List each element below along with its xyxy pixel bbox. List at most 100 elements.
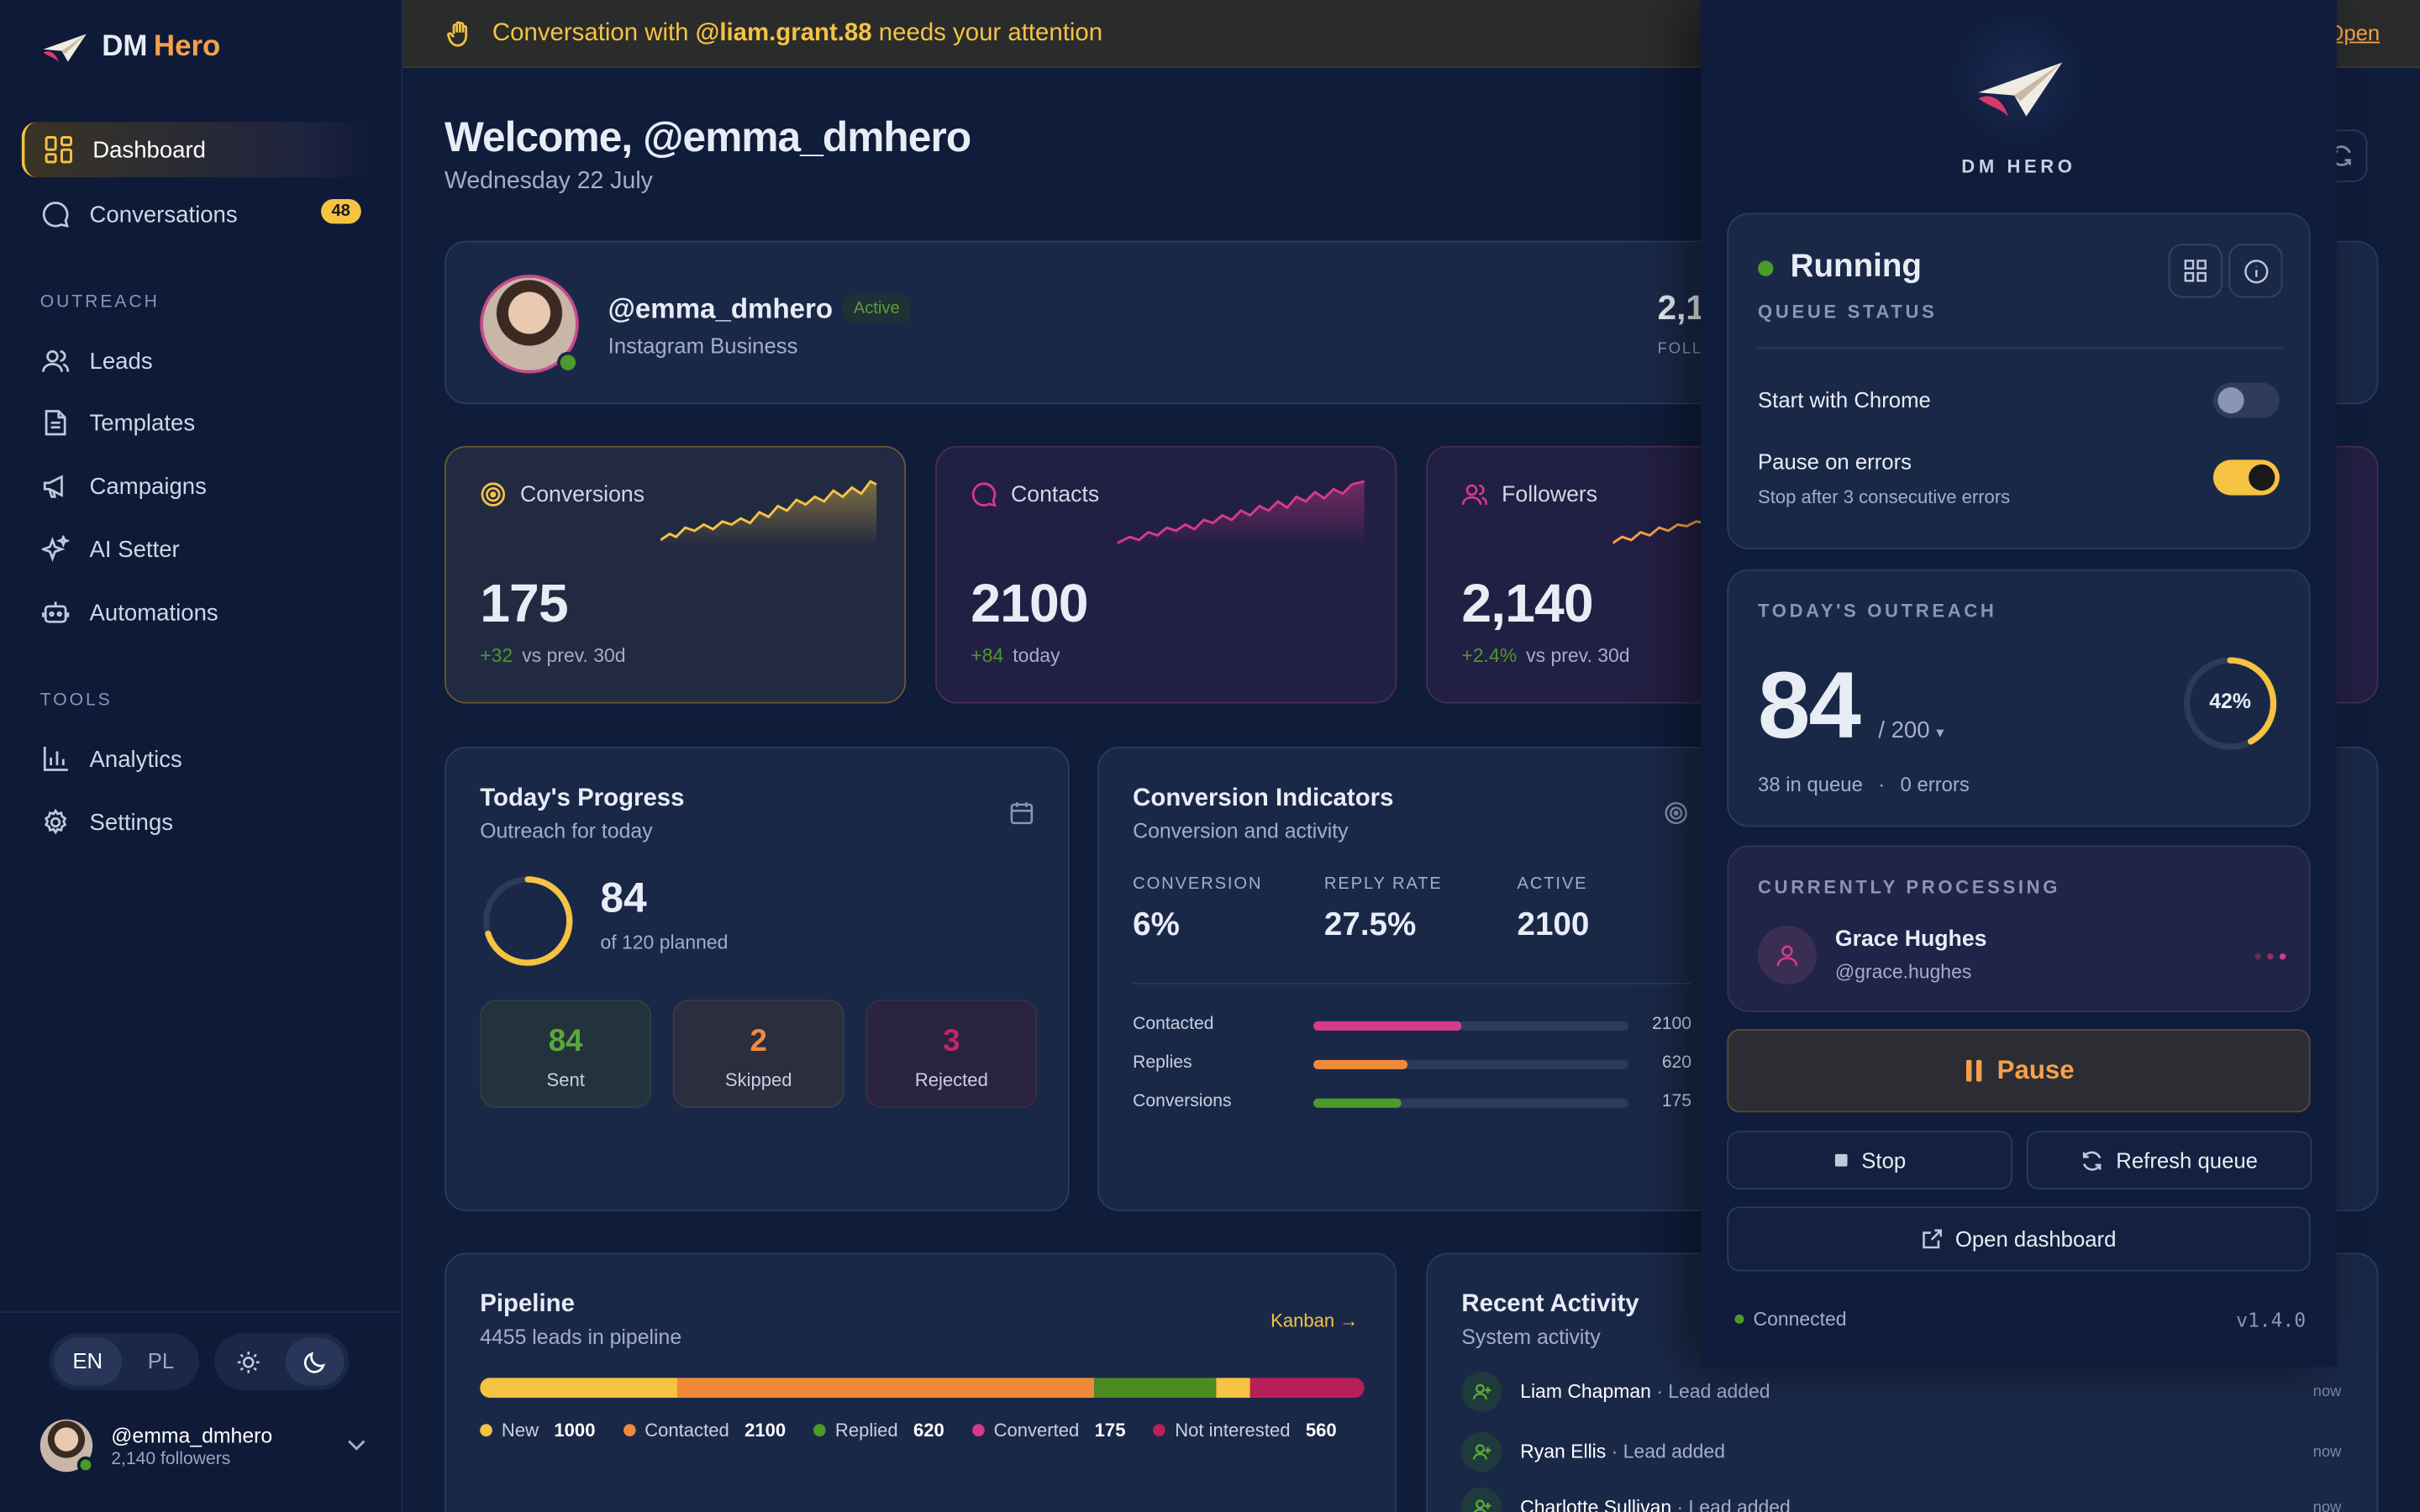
legend-label: Not interested <box>1175 1419 1291 1441</box>
dark-theme-button[interactable] <box>284 1337 345 1386</box>
processing-name: Grace Hughes <box>1834 927 1987 953</box>
divider <box>1133 982 1692 984</box>
kpi-label: ACTIVE <box>1517 874 1588 894</box>
dashboard-icon <box>43 134 74 165</box>
processing-avatar <box>1758 926 1817 984</box>
user-followers: 2,140 followers <box>111 1449 231 1468</box>
bar-chart-icon <box>40 743 71 774</box>
sent-label: Sent <box>546 1068 585 1091</box>
sent-tile: 84 Sent <box>480 1000 652 1108</box>
kanban-link[interactable]: Kanban → <box>1270 1310 1359 1332</box>
legend-value: 620 <box>913 1419 944 1441</box>
stat-card-contacts[interactable]: Contacts 2100 +84 today <box>935 445 1397 704</box>
user-menu[interactable]: @emma_dmhero 2,140 followers <box>39 1419 366 1474</box>
outreach-percent: 42% <box>2209 690 2251 713</box>
activity-name: Ryan Ellis <box>1520 1441 1607 1463</box>
stat-delta: +84 today <box>971 644 1060 667</box>
toggle-knob <box>2217 387 2244 414</box>
sidebar-item-dashboard[interactable]: Dashboard <box>21 122 377 178</box>
activity-time: now <box>2312 1443 2342 1461</box>
profile-stat-value: 2,1 <box>1657 288 1705 328</box>
sparkline-followers <box>1612 520 1706 544</box>
pipeline-segment-contacted <box>677 1378 1095 1399</box>
stat-value: 2100 <box>971 574 1088 634</box>
refresh-icon <box>2083 1150 2102 1170</box>
loading-dots <box>2254 953 2286 960</box>
profile-handle: @emma_dmhero <box>608 292 834 324</box>
pipeline-legend: New 1000 Contacted 2100 Replied 620 Converted 1… <box>480 1419 1337 1441</box>
stat-value: 175 <box>480 574 568 634</box>
app-logo[interactable]: DM Hero <box>40 31 221 65</box>
legend-dot <box>623 1424 636 1436</box>
refresh-queue-button[interactable]: Refresh queue <box>2026 1131 2312 1190</box>
sidebar-item-analytics[interactable]: Analytics <box>22 732 376 787</box>
start-with-chrome-toggle[interactable] <box>2212 382 2280 418</box>
sun-icon <box>238 1351 260 1373</box>
sidebar-item-conversations[interactable]: Conversations 48 <box>22 186 376 242</box>
sidebar-item-settings[interactable]: Settings <box>22 795 376 850</box>
stop-button[interactable]: Stop <box>1727 1131 2013 1190</box>
user-plus-icon <box>1461 1487 1502 1512</box>
light-theme-button[interactable] <box>219 1337 279 1385</box>
card-subtitle: Conversion and activity <box>1133 819 1349 843</box>
pipeline-segment-new <box>480 1378 678 1399</box>
pause-button[interactable]: Pause <box>1727 1029 2311 1113</box>
sparkles-icon <box>40 534 71 565</box>
chevron-down-icon[interactable] <box>346 1440 365 1452</box>
legend-value: 2100 <box>744 1419 786 1441</box>
grid-view-button[interactable] <box>2168 244 2223 298</box>
kpi-value: 6% <box>1133 906 1180 943</box>
user-plus-icon <box>1461 1371 1502 1412</box>
users-icon <box>1461 481 1488 515</box>
progress-ring <box>482 876 573 966</box>
start-with-chrome-label: Start with Chrome <box>1758 387 1931 412</box>
card-title: Today's Progress <box>480 785 685 812</box>
skipped-label: Skipped <box>724 1068 792 1091</box>
rejected-label: Rejected <box>914 1068 988 1091</box>
open-dashboard-button[interactable]: Open dashboard <box>1727 1206 2311 1272</box>
activity-item[interactable]: Charlotte Sullivan · Lead added now <box>1461 1487 2341 1512</box>
pipeline-bar <box>480 1378 1365 1399</box>
version-label: v1.4.0 <box>2236 1308 2307 1332</box>
currently-processing-title: CURRENTLY PROCESSING <box>1758 876 2061 898</box>
sidebar-item-leads[interactable]: Leads <box>22 333 376 389</box>
card-subtitle: Outreach for today <box>480 819 653 843</box>
todays-outreach-limit: / 200 ▾ <box>1878 717 1944 744</box>
moon-icon <box>303 1351 325 1373</box>
sidebar-item-ai-setter[interactable]: AI Setter <box>22 522 376 577</box>
user-handle: @emma_dmhero <box>111 1423 273 1446</box>
sidebar-item-templates[interactable]: Templates <box>22 395 376 450</box>
calendar-icon[interactable] <box>1009 801 1034 825</box>
metric-bar-row: Conversions 175 <box>1133 1091 1691 1116</box>
activity-desc: · Lead added <box>1671 1496 1791 1512</box>
external-link-icon <box>1922 1229 1942 1249</box>
language-switch: EN PL <box>49 1332 199 1390</box>
skipped-count: 2 <box>750 1024 767 1058</box>
section-label-outreach: OUTREACH <box>39 292 160 312</box>
account-type: Instagram Business <box>608 333 798 359</box>
info-button[interactable] <box>2228 244 2283 298</box>
sidebar-item-automations[interactable]: Automations <box>22 585 376 640</box>
activity-item[interactable]: Ryan Ellis · Lead added now <box>1461 1431 2341 1473</box>
unread-badge: 48 <box>320 198 361 224</box>
progress-done: 84 <box>600 874 647 921</box>
pause-on-errors-toggle[interactable] <box>2212 459 2280 496</box>
lang-en-button[interactable]: EN <box>54 1337 122 1386</box>
lang-pl-button[interactable]: PL <box>147 1348 175 1373</box>
sparkline-conversions <box>660 480 877 547</box>
activity-name: Liam Chapman <box>1520 1380 1651 1403</box>
target-icon <box>1665 801 1687 825</box>
sparkline-contacts <box>1117 480 1365 547</box>
sidebar-item-campaigns[interactable]: Campaigns <box>22 459 376 514</box>
page-date: Wednesday 22 July <box>444 168 653 195</box>
profile-avatar <box>480 274 579 374</box>
stat-card-conversions[interactable]: Conversions 175 +32 vs prev. 30d <box>444 445 907 704</box>
metric-value: 620 <box>1661 1053 1692 1073</box>
processing-handle: @grace.hughes <box>1834 961 1972 983</box>
legend-item: Not interested 560 <box>1153 1419 1337 1441</box>
banner-handle[interactable]: @liam.grant.88 <box>695 18 872 46</box>
refresh-icon <box>2331 145 2351 166</box>
activity-item[interactable]: Liam Chapman · Lead added now <box>1461 1371 2341 1412</box>
card-subtitle: System activity <box>1461 1325 1601 1349</box>
rejected-count: 3 <box>943 1024 960 1058</box>
